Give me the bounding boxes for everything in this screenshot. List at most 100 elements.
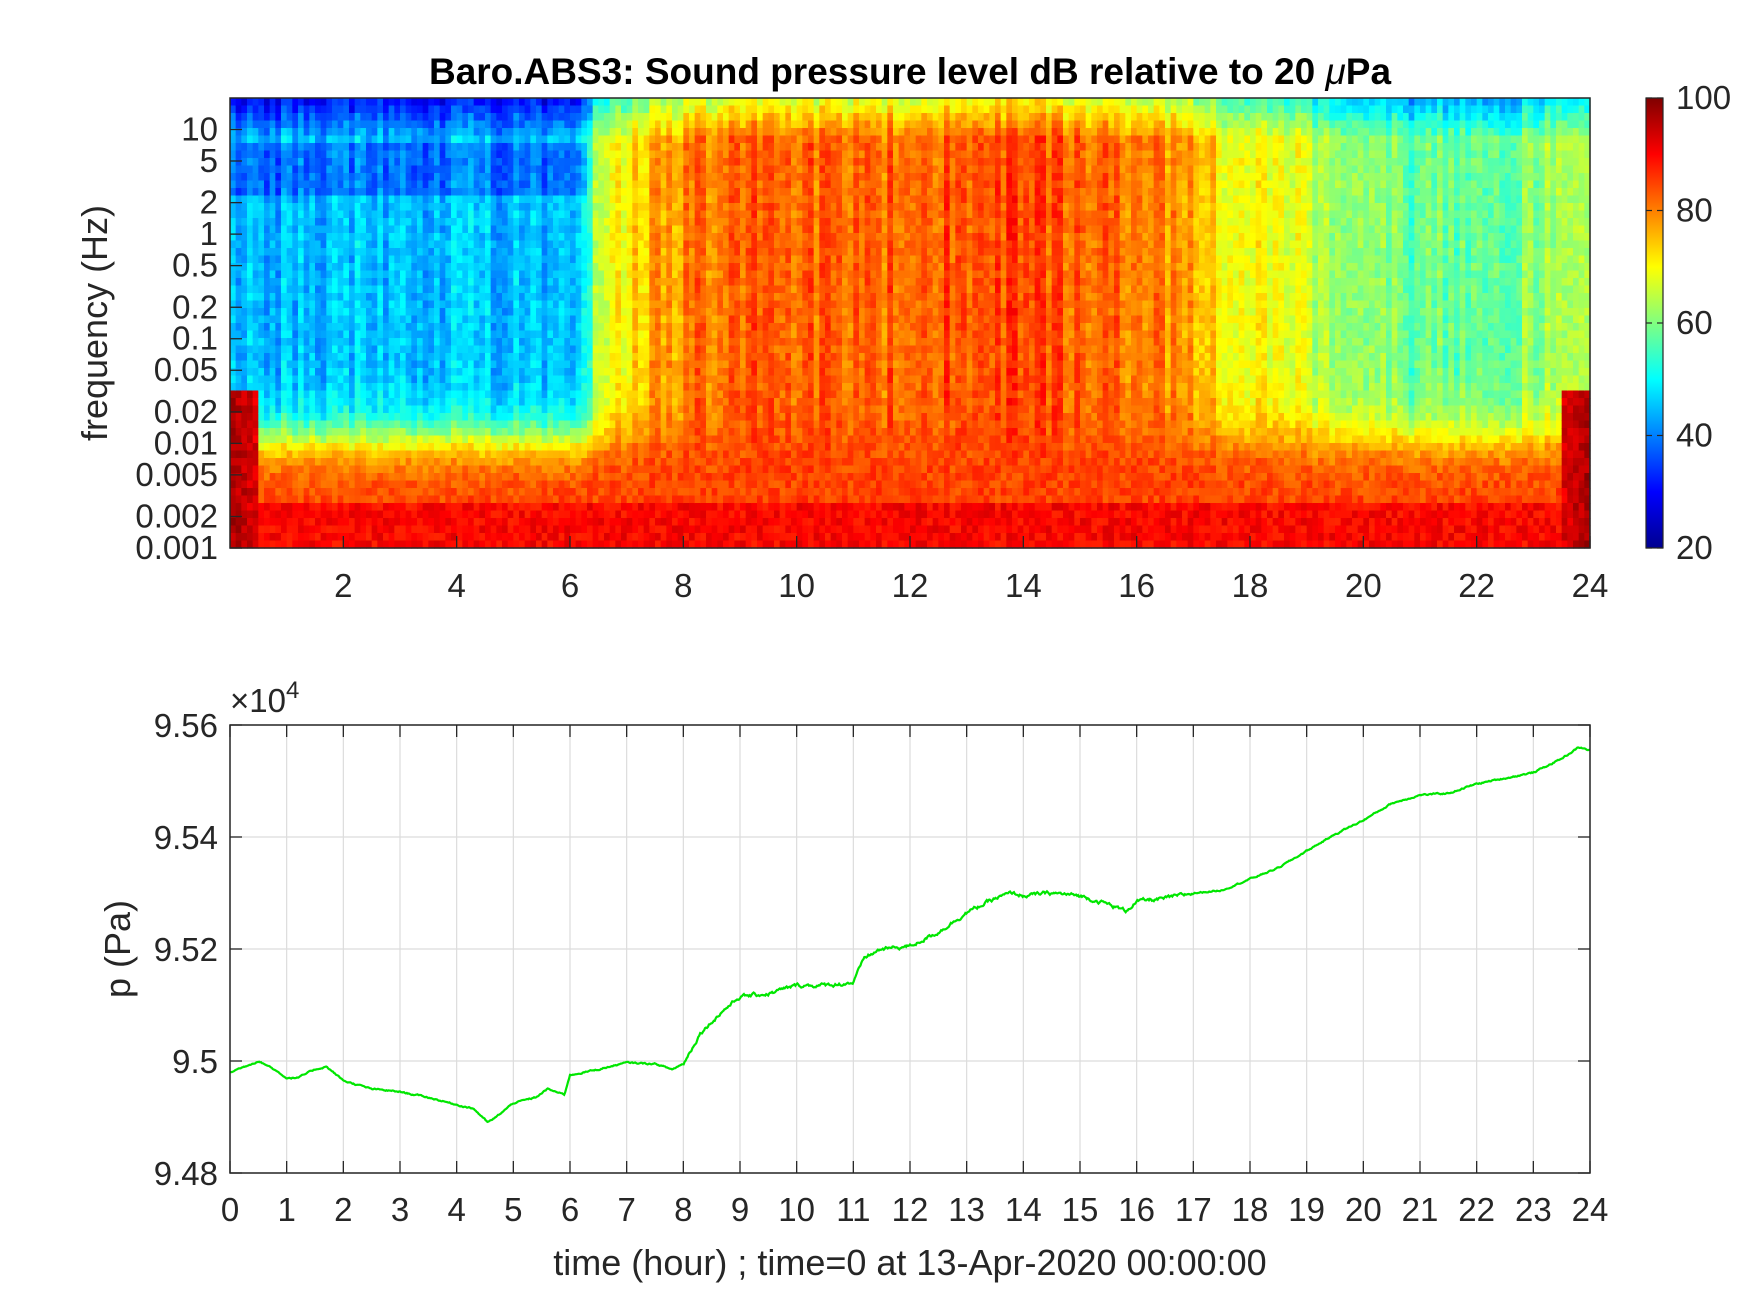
spectrogram-cell xyxy=(677,503,684,512)
spectrogram-cell xyxy=(638,525,645,534)
spectrogram-cell xyxy=(241,345,248,354)
spectrogram-cell xyxy=(530,225,537,234)
spectrogram-cell xyxy=(638,248,645,257)
spectrogram-cell xyxy=(349,233,356,242)
spectrogram-cell xyxy=(553,435,560,444)
spectrogram-cell xyxy=(479,218,486,227)
spectrogram-cell xyxy=(666,180,673,189)
spectrogram-cell xyxy=(400,353,407,362)
spectrogram-cell xyxy=(655,165,662,174)
spectrogram-cell xyxy=(660,495,667,504)
spectrogram-cell xyxy=(496,218,503,227)
spectrogram-cell xyxy=(315,540,322,549)
spectrogram-cell xyxy=(530,173,537,182)
spectrogram-cell xyxy=(513,368,520,377)
spectrogram-cell xyxy=(377,540,384,549)
spectrogram-cell xyxy=(298,308,305,317)
spectrogram-cell xyxy=(456,533,463,542)
spectrogram-cell xyxy=(468,518,475,527)
spectrogram-cell xyxy=(445,338,452,347)
spectrogram-cell xyxy=(677,135,684,144)
spectrogram-cell xyxy=(689,270,696,279)
spectrogram-cell xyxy=(672,188,679,197)
spectrogram-cell xyxy=(332,263,339,272)
spectrogram-cell xyxy=(320,308,327,317)
spectrogram-cell xyxy=(439,383,446,392)
spectrogram-cell xyxy=(655,203,662,212)
spectrogram-cell xyxy=(666,435,673,444)
spectrogram-cell xyxy=(400,293,407,302)
spectrogram-cell xyxy=(485,510,492,519)
spectrogram-cell xyxy=(258,345,265,354)
spectrogram-cell xyxy=(343,330,350,339)
spectrogram-cell xyxy=(286,375,293,384)
spectrogram-cell xyxy=(530,180,537,189)
spectrogram-cell xyxy=(349,420,356,429)
spectrogram-cell xyxy=(541,180,548,189)
spectrogram-cell xyxy=(332,480,339,489)
spectrogram-cell xyxy=(337,338,344,347)
spectrogram-cell xyxy=(553,315,560,324)
spectrogram-cell xyxy=(547,443,554,452)
spectrogram-cell xyxy=(451,495,458,504)
spectrogram-cell xyxy=(485,158,492,167)
spectrogram-cell xyxy=(451,315,458,324)
spectrogram-cell xyxy=(598,510,605,519)
spectrogram-cell xyxy=(621,375,628,384)
spectrogram-cell xyxy=(258,375,265,384)
spectrogram-cell xyxy=(320,180,327,189)
spectrogram-cell xyxy=(694,293,701,302)
spectrogram-cell xyxy=(411,480,418,489)
spectrogram-cell xyxy=(564,195,571,204)
spectrogram-cell xyxy=(371,158,378,167)
spectrogram-cell xyxy=(235,360,242,369)
spectrogram-cell xyxy=(598,278,605,287)
spectrogram-cell xyxy=(388,330,395,339)
spectrogram-cell xyxy=(587,158,594,167)
spectrogram-cell xyxy=(377,263,384,272)
spectrogram-cell xyxy=(320,465,327,474)
spectrogram-cell xyxy=(609,135,616,144)
spectrogram-cell xyxy=(615,165,622,174)
spectrogram-cell xyxy=(235,435,242,444)
spectrogram-cell xyxy=(570,203,577,212)
spectrogram-cell xyxy=(451,360,458,369)
spectrogram-cell xyxy=(547,540,554,549)
spectrogram-cell xyxy=(241,465,248,474)
spectrogram-cell xyxy=(621,533,628,542)
spectrogram-cell xyxy=(575,270,582,279)
spectrogram-cell xyxy=(292,480,299,489)
spectrogram-cell xyxy=(638,203,645,212)
spectrogram-cell xyxy=(558,443,565,452)
spectrogram-cell xyxy=(258,158,265,167)
spectrogram-cell xyxy=(530,293,537,302)
spectrogram-cell xyxy=(456,510,463,519)
spectrogram-cell xyxy=(615,248,622,257)
spectrogram-cell xyxy=(394,330,401,339)
spectrogram-cell xyxy=(349,113,356,122)
spectrogram-cell xyxy=(485,488,492,497)
spectrogram-cell xyxy=(638,105,645,114)
spectrogram-cell xyxy=(230,413,237,422)
spectrogram-cell xyxy=(496,420,503,429)
spectrogram-cell xyxy=(235,375,242,384)
spectrogram-cell xyxy=(428,458,435,467)
spectrogram-cell xyxy=(490,480,497,489)
spectrogram-cell xyxy=(649,195,656,204)
spectrogram-cell xyxy=(564,510,571,519)
spectrogram-cell xyxy=(394,360,401,369)
spectrogram-cell xyxy=(689,360,696,369)
spectrogram-cell xyxy=(394,135,401,144)
spectrogram-cell xyxy=(388,270,395,279)
spectrogram-cell xyxy=(252,158,259,167)
spectrogram-cell xyxy=(558,203,565,212)
spectrogram-cell xyxy=(298,435,305,444)
spectrogram-cell xyxy=(298,150,305,159)
spectrogram-cell xyxy=(343,278,350,287)
spectrogram-cell xyxy=(632,173,639,182)
spectrogram-cell xyxy=(417,398,424,407)
spectrogram-cell xyxy=(507,315,514,324)
spectrogram-cell xyxy=(643,353,650,362)
spectrogram-cell xyxy=(422,173,429,182)
spectrogram-cell xyxy=(479,360,486,369)
